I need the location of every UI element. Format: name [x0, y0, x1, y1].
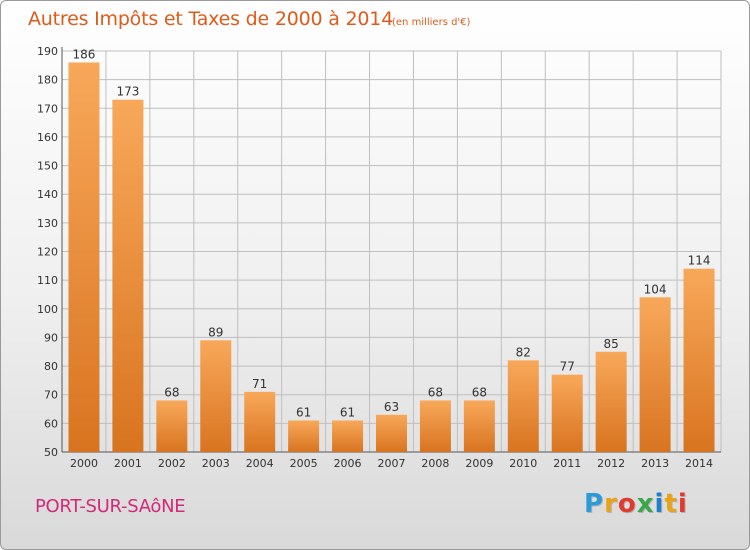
x-tick-label: 2008	[421, 457, 449, 470]
y-tick-label: 90	[44, 331, 58, 344]
y-tick-label: 50	[44, 446, 58, 459]
bar	[551, 374, 583, 452]
x-tick-label: 2003	[202, 457, 230, 470]
bar-value-label: 71	[252, 377, 267, 391]
bar	[683, 268, 715, 452]
bar-value-label: 68	[428, 385, 443, 399]
bar-value-label: 104	[644, 282, 667, 296]
y-tick-label: 100	[37, 303, 58, 316]
bar-value-label: 77	[560, 360, 575, 374]
bar-value-label: 63	[384, 400, 399, 414]
y-tick-label: 60	[44, 417, 58, 430]
bar	[200, 340, 232, 452]
x-tick-label: 2012	[597, 457, 625, 470]
bar	[507, 360, 539, 452]
bar	[419, 400, 451, 452]
bar-value-label: 173	[116, 85, 139, 99]
y-tick-label: 160	[37, 131, 58, 144]
x-tick-label: 2005	[290, 457, 318, 470]
x-tick-label: 2006	[334, 457, 362, 470]
y-tick-label: 140	[37, 188, 58, 201]
bar	[332, 420, 364, 452]
proxiti-logo[interactable]: Proxiti	[584, 489, 688, 519]
y-tick-label: 110	[37, 274, 58, 287]
y-tick-label: 130	[37, 217, 58, 230]
bar-value-label: 68	[164, 385, 179, 399]
y-tick-label: 170	[37, 102, 58, 115]
x-tick-label: 2000	[70, 457, 98, 470]
bar-value-label: 89	[208, 325, 223, 339]
chart-unit: (en milliers d'€)	[392, 17, 471, 28]
y-tick-label: 150	[37, 160, 58, 173]
chart-title: Autres Impôts et Taxes de 2000 à 2014	[28, 8, 394, 30]
y-tick-label: 70	[44, 389, 58, 402]
x-tick-label: 2011	[553, 457, 581, 470]
x-tick-label: 2001	[114, 457, 142, 470]
y-tick-label: 190	[37, 45, 58, 58]
bar	[112, 99, 144, 452]
bar	[639, 297, 671, 452]
bar	[156, 400, 188, 452]
bars	[68, 62, 715, 452]
x-tick-label: 2002	[158, 457, 186, 470]
bar	[376, 414, 407, 452]
x-tick-label: 2009	[465, 457, 493, 470]
x-tick-label: 2004	[246, 457, 274, 470]
bar	[68, 62, 100, 452]
bar	[288, 420, 320, 452]
town-name: PORT-SUR-SAôNE	[35, 496, 186, 517]
x-tick-label: 2014	[685, 457, 713, 470]
bar	[463, 400, 495, 452]
x-tick-label: 2010	[509, 457, 537, 470]
x-tick-label: 2007	[378, 457, 406, 470]
bar-value-label: 61	[296, 405, 311, 419]
tick-labels: 50 60 70 80 90 100 110 120 130 140 150 160 170 180 190…	[37, 45, 713, 470]
bar-value-label: 61	[340, 405, 355, 419]
bar-value-label: 68	[472, 385, 487, 399]
bar-value-label: 82	[516, 345, 531, 359]
bar-value-label: 186	[73, 47, 96, 61]
x-tick-label: 2013	[641, 457, 669, 470]
y-tick-label: 80	[44, 360, 58, 373]
bar-value-label: 114	[688, 254, 711, 268]
y-tick-label: 120	[37, 246, 58, 259]
bar	[595, 351, 627, 452]
data-labels: 186 173 68 89 71 61 61 63 68 68 82 77 85 104 114	[73, 47, 711, 419]
bar-value-label: 85	[604, 337, 619, 351]
y-tick-label: 180	[37, 74, 58, 87]
bar	[244, 391, 276, 452]
